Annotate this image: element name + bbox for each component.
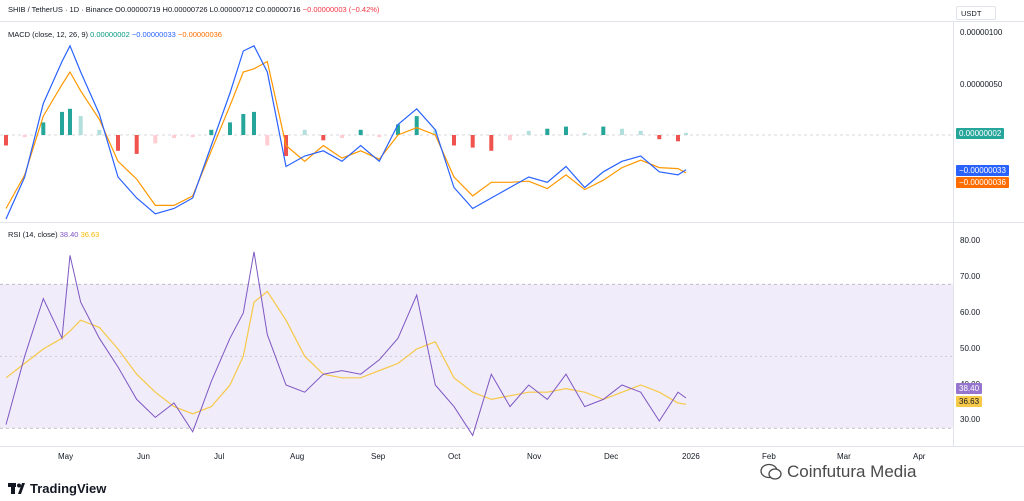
- macd-histogram-bar: [68, 108, 72, 136]
- macd-histogram-bar: [638, 130, 643, 135]
- time-axis-label: Mar: [837, 452, 851, 461]
- macd-histogram-bar: [564, 126, 568, 135]
- macd-histogram-bar: [414, 116, 419, 135]
- macd-histogram-bar: [508, 135, 512, 141]
- time-axis[interactable]: May Jun Jul Aug Sep Oct Nov Dec 2026 Feb Mar Apr: [0, 452, 953, 466]
- macd-signal-value: −0.00000036: [177, 30, 222, 39]
- macd-histogram-bar: [172, 135, 176, 139]
- macd-histogram-bar: [358, 129, 363, 136]
- symbol-name[interactable]: SHIB / TetherUS · 1D · Binance: [8, 5, 113, 14]
- macd-histogram-bar: [433, 129, 438, 136]
- time-axis-label: Jul: [214, 452, 225, 461]
- rsi-axis-tick-50: 50.00: [960, 344, 981, 353]
- macd-histogram-bar: [470, 135, 475, 148]
- macd-hist-value: 0.00000002: [90, 30, 130, 39]
- price-change: −0.00000003 (−0.42%): [302, 5, 380, 14]
- time-axis-label: May: [58, 452, 74, 461]
- macd-histogram-bar: [134, 135, 139, 154]
- time-axis-label: Apr: [913, 452, 926, 461]
- macd-line-value: −0.00000033: [131, 30, 176, 39]
- macd-histogram-bar: [620, 128, 624, 135]
- time-axis-label: Sep: [371, 452, 386, 461]
- macd-line: [5, 44, 687, 220]
- ohlc-values: O0.00000719 H0.00000726 L0.00000712 C0.0…: [115, 5, 301, 14]
- rsi-axis-tick-70: 70.00: [960, 272, 981, 281]
- tradingview-logo[interactable]: TradingView: [8, 481, 106, 496]
- macd-histogram-bar: [60, 111, 64, 135]
- macd-histogram-bar: [526, 130, 531, 135]
- macd-hist-tag: 0.00000002: [956, 128, 1005, 139]
- header-divider: [0, 21, 1024, 22]
- macd-histogram-bar: [209, 129, 214, 136]
- pane-divider[interactable]: [0, 222, 1024, 223]
- time-axis-label: Feb: [762, 452, 776, 461]
- macd-histogram-bar: [545, 128, 550, 135]
- currency-selector[interactable]: USDT: [956, 6, 996, 20]
- macd-histogram-bar: [41, 122, 46, 135]
- time-axis-label: Jun: [137, 452, 150, 461]
- chat-bubble-icon: [760, 463, 782, 480]
- macd-legend[interactable]: MACD (close, 12, 26, 9) 0.00000002 −0.00…: [8, 30, 222, 39]
- macd-histogram-bar: [153, 135, 158, 144]
- rsi-legend[interactable]: RSI (14, close) 38.40 36.63: [8, 230, 99, 239]
- macd-histogram-bar: [252, 111, 256, 135]
- time-axis-divider: [0, 446, 1024, 447]
- macd-signal-line: [5, 60, 687, 209]
- macd-chart[interactable]: [0, 22, 953, 220]
- macd-histogram-bar: [190, 135, 195, 138]
- rsi-line: [5, 251, 687, 437]
- time-axis-label: Dec: [604, 452, 619, 461]
- macd-histogram-bar: [302, 129, 307, 136]
- rsi-chart[interactable]: [0, 223, 953, 445]
- macd-axis-tick-50: 0.00000050: [960, 80, 1003, 89]
- symbol-info: SHIB / TetherUS · 1D · Binance O0.000007…: [8, 3, 379, 17]
- macd-histogram-bar: [676, 135, 680, 142]
- rsi-axis-tick-80: 80.00: [960, 236, 981, 245]
- rsi-ma-value: 36.63: [80, 230, 100, 239]
- tradingview-logo-icon: [8, 482, 25, 494]
- rsi-tag: 38.40: [956, 383, 983, 394]
- macd-histogram-bar: [340, 135, 344, 139]
- macd-line-tag: −0.00000033: [956, 165, 1009, 176]
- macd-histogram-bar: [582, 132, 587, 135]
- macd-legend-title: MACD (close, 12, 26, 9): [8, 30, 89, 39]
- macd-signal-tag: −0.00000036: [956, 177, 1009, 188]
- rsi-axis-tick-30: 30.00: [960, 415, 981, 424]
- time-axis-label: 2026: [682, 452, 700, 461]
- macd-histogram-bar: [377, 135, 382, 138]
- macd-histogram-bar: [321, 135, 326, 141]
- macd-histogram: [4, 108, 688, 156]
- rsi-legend-title: RSI (14, close): [8, 230, 58, 239]
- macd-histogram-bar: [684, 132, 688, 135]
- macd-histogram-bar: [601, 126, 606, 135]
- macd-histogram-bar: [116, 135, 120, 151]
- watermark-text: Coinfutura Media: [787, 462, 917, 481]
- time-axis-label: Oct: [448, 452, 461, 461]
- macd-histogram-bar: [228, 122, 232, 135]
- macd-axis-tick-100: 0.00000100: [960, 28, 1003, 37]
- macd-histogram-bar: [78, 116, 83, 135]
- rsi-value: 38.40: [59, 230, 79, 239]
- watermark: Coinfutura Media: [760, 462, 916, 482]
- macd-histogram-bar: [22, 135, 27, 138]
- macd-histogram-bar: [4, 135, 8, 146]
- rsi-axis-tick-60: 60.00: [960, 308, 981, 317]
- macd-histogram-bar: [657, 135, 662, 140]
- macd-histogram-bar: [489, 135, 494, 151]
- rsi-ma-tag: 36.63: [956, 396, 983, 407]
- macd-histogram-bar: [241, 114, 246, 135]
- time-axis-label: Nov: [527, 452, 542, 461]
- macd-histogram-bar: [452, 135, 456, 146]
- tradingview-logo-text: TradingView: [30, 481, 107, 496]
- macd-histogram-bar: [396, 124, 400, 135]
- time-axis-label: Aug: [290, 452, 305, 461]
- price-axis-divider: [953, 21, 954, 446]
- macd-histogram-bar: [265, 135, 270, 146]
- macd-histogram-bar: [97, 129, 102, 136]
